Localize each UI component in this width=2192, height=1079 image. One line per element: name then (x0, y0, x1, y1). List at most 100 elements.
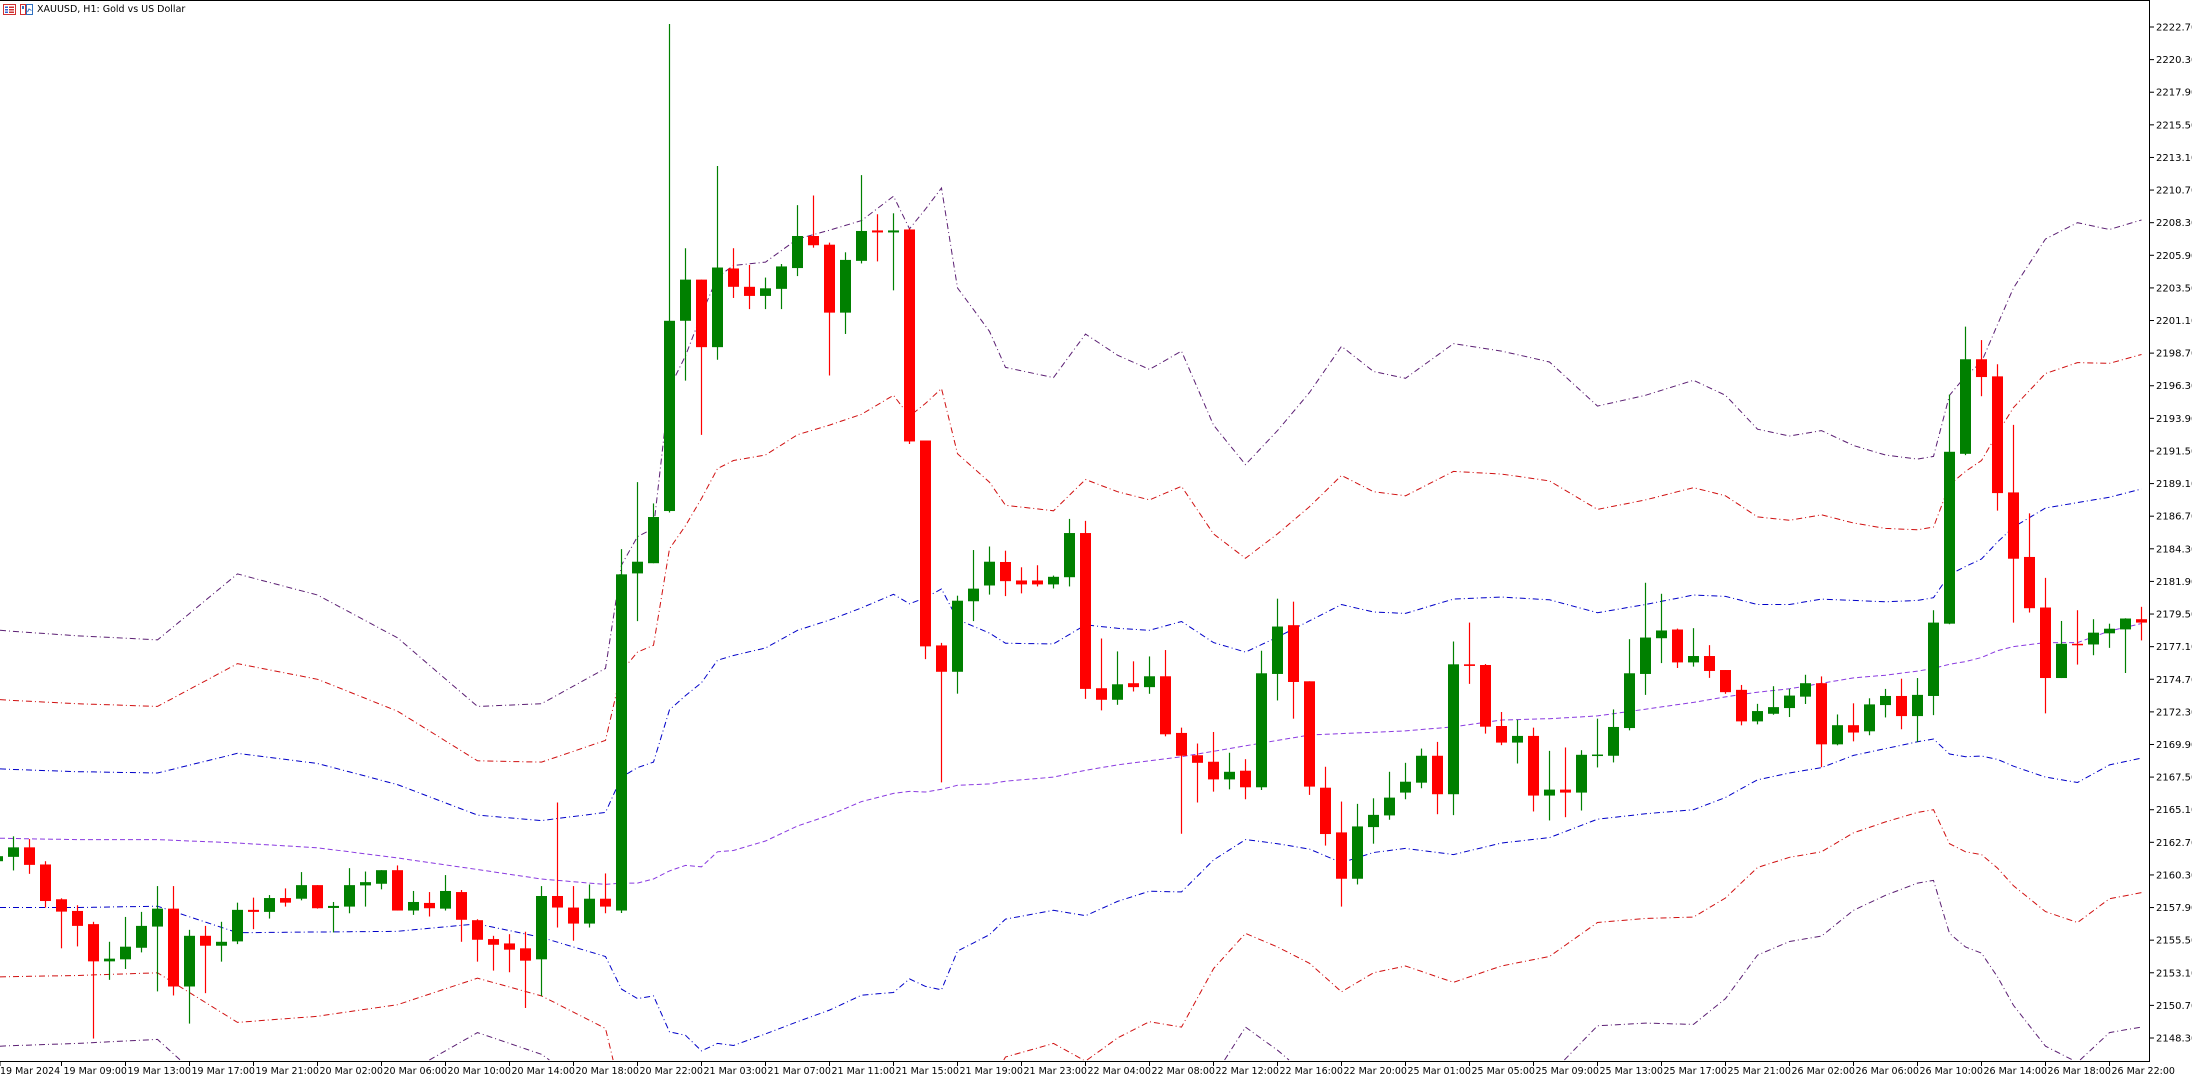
candle-body (568, 907, 579, 924)
candle-body (984, 561, 995, 586)
candle-bullish (776, 263, 787, 310)
candle-bullish (584, 884, 595, 928)
candle-bearish (2008, 424, 2019, 623)
band-upper-1 (0, 488, 2142, 822)
time-tick-label: 21 Mar 07:00 (768, 1066, 831, 1077)
candle-body (520, 948, 531, 961)
time-tick-label: 19 Mar 13:00 (128, 1066, 191, 1077)
candle-bearish (472, 919, 483, 962)
candle-bearish (1160, 650, 1171, 737)
candle-body (56, 899, 67, 912)
band-lower-2 (1086, 809, 2142, 1061)
candle-bullish (840, 252, 851, 334)
candle-body (2040, 607, 2051, 679)
candle-body (680, 279, 691, 321)
candle-bullish (296, 872, 307, 901)
time-tick-label: 26 Mar 18:00 (2048, 1066, 2111, 1077)
price-tick-label: 2160.30 (2156, 870, 2192, 881)
candle-body (216, 941, 227, 946)
candle-body (376, 870, 387, 884)
candle-bullish (1928, 610, 1939, 716)
candle-bearish (1528, 727, 1539, 812)
candle-body (248, 909, 259, 912)
time-tick-label: 22 Mar 08:00 (1152, 1066, 1215, 1077)
candle-bullish (1784, 688, 1795, 718)
candle-body (1320, 787, 1331, 835)
candle-body (776, 266, 787, 289)
candle-bearish (2136, 606, 2147, 641)
candle-bearish (312, 885, 323, 909)
candle-body (1592, 754, 1603, 757)
candle-bearish (392, 865, 403, 911)
price-axis[interactable]: 2222.70 2220.30 2217.90 2215.50 2213.10 2210.… (2149, 23, 2192, 1045)
candle-bullish (184, 929, 195, 1024)
band-middle-line (0, 623, 2142, 885)
candle-body (1000, 561, 1011, 582)
candle-body (312, 885, 323, 909)
time-tick-label: 25 Mar 17:00 (1664, 1066, 1727, 1077)
indicator-list-icon[interactable] (3, 3, 16, 15)
candle-body (344, 885, 355, 907)
candle-body (824, 244, 835, 313)
time-tick-label: 21 Mar 19:00 (960, 1066, 1023, 1077)
candle-body (1528, 735, 1539, 796)
candle-body (1960, 359, 1971, 454)
candle-body (1752, 711, 1763, 722)
candle-bullish (344, 868, 355, 914)
candle-body (1432, 755, 1443, 795)
candle-body (328, 905, 339, 908)
band-lower-2 (0, 972, 614, 1061)
time-tick-label: 19 Mar 2024 (0, 1066, 60, 1077)
candle-bullish (1544, 750, 1555, 821)
candle-bearish (1032, 565, 1043, 587)
candle-body (888, 230, 899, 233)
time-tick-label: 25 Mar 05:00 (1472, 1066, 1535, 1077)
band-lower-3 (2079, 1026, 2142, 1061)
time-tick-label: 22 Mar 20:00 (1344, 1066, 1407, 1077)
time-tick-label: 20 Mar 18:00 (576, 1066, 639, 1077)
candle-bullish (536, 886, 547, 997)
band-upper-3 (0, 186, 2142, 707)
chart-window-icon[interactable] (20, 3, 33, 15)
candle-body (1448, 664, 1459, 795)
candle-body (2056, 643, 2067, 679)
candle-body (1576, 754, 1587, 793)
candle-body (1880, 695, 1891, 706)
candle-body (536, 895, 547, 960)
candle-bullish (712, 166, 723, 360)
candle-bearish (88, 921, 99, 1039)
price-tick-label: 2220.30 (2156, 55, 2192, 66)
candle-bullish (792, 205, 803, 277)
candle-bearish (456, 890, 467, 942)
candle-body (424, 902, 435, 909)
candle-bullish (1368, 798, 1379, 844)
price-tick-label: 2213.10 (2156, 153, 2192, 164)
candle-body (600, 898, 611, 907)
band-upper-2 (0, 354, 2142, 763)
time-tick-label: 20 Mar 02:00 (320, 1066, 383, 1077)
price-tick-label: 2205.90 (2156, 251, 2192, 262)
candle-bearish (1288, 601, 1299, 719)
price-tick-label: 2148.30 (2156, 1034, 2192, 1045)
candle-bearish (488, 935, 499, 971)
candle-bearish (1976, 340, 1987, 397)
price-tick-label: 2186.70 (2156, 512, 2192, 523)
band-lower-1 (0, 738, 2142, 1052)
candle-bearish (1176, 727, 1187, 834)
candle-bearish (1992, 364, 2003, 511)
candle-body (184, 935, 195, 987)
candle-body (904, 229, 915, 442)
price-tick-label: 2215.50 (2156, 120, 2192, 131)
candle-bullish (1384, 771, 1395, 820)
candle-bearish (424, 892, 435, 917)
price-tick-label: 2222.70 (2156, 23, 2192, 34)
candle-bullish (328, 901, 339, 933)
price-tick-label: 2198.70 (2156, 349, 2192, 360)
band-lower-2 (1003, 1042, 1084, 1061)
candle-bearish (504, 934, 515, 973)
price-tick-label: 2153.10 (2156, 968, 2192, 979)
time-axis[interactable]: 19 Mar 2024 19 Mar 09:00 19 Mar 13:00 19 Ma… (0, 1061, 2175, 1077)
candle-bearish (2024, 513, 2035, 613)
candle-body (1112, 684, 1123, 700)
